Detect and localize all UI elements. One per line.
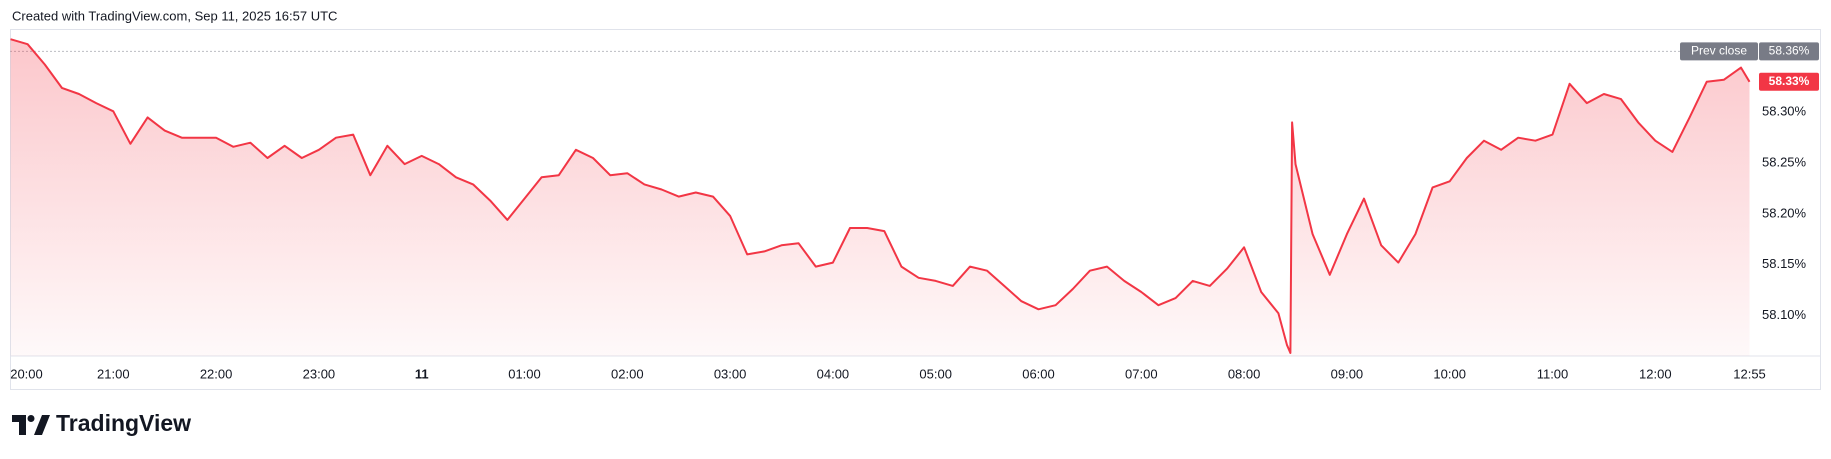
- line: [10, 38, 1751, 354]
- y-tick-label: 58.30%: [1762, 104, 1807, 119]
- x-tick-label: 02:00: [611, 366, 644, 381]
- x-tick-label: 08:00: [1228, 366, 1261, 381]
- x-tick-label: 21:00: [97, 366, 130, 381]
- x-tick-label: 04:00: [817, 366, 850, 381]
- x-tick-label: 23:00: [303, 366, 336, 381]
- x-tick-label: 12:00: [1639, 366, 1672, 381]
- prev-close-value-box: [1759, 42, 1819, 61]
- last-price-box: [1759, 72, 1819, 91]
- x-tick-label: 22:00: [200, 366, 233, 381]
- x-tick-label: 07:00: [1125, 366, 1158, 381]
- logo: [12, 415, 50, 435]
- x-tick-label: 09:00: [1331, 366, 1364, 381]
- y-tick-label: 58.15%: [1762, 256, 1807, 271]
- prev-close-name: Prev close: [1691, 44, 1747, 58]
- last-price-label: 58.33%: [1769, 74, 1810, 88]
- x-tick-label: 12:55: [1733, 366, 1766, 381]
- x-tick-label: 11: [415, 366, 429, 381]
- x-tick-label: 05:00: [919, 366, 952, 381]
- x-tick-label: 01:00: [508, 366, 541, 381]
- area: [10, 39, 1750, 356]
- prev-close-label: Prev close 58.36%: [1680, 42, 1819, 61]
- x-tick-label: 20:00: [10, 366, 43, 381]
- x-tick-label: 11:00: [1537, 366, 1569, 381]
- x-tick-label: 06:00: [1022, 366, 1055, 381]
- y-tick-label: 58.20%: [1762, 205, 1807, 220]
- x-tick-label: 03:00: [714, 366, 747, 381]
- x-tick-label: 10:00: [1433, 366, 1466, 381]
- prev-close-value: 58.36%: [1769, 44, 1810, 58]
- y-tick-label: 58.25%: [1762, 154, 1807, 169]
- y-tick-label: 58.10%: [1762, 307, 1807, 322]
- brand-name: TradingView: [56, 410, 191, 436]
- prev-close-name-box: [1680, 42, 1758, 61]
- header-text: Created with TradingView.com, Sep 11, 20…: [12, 8, 337, 23]
